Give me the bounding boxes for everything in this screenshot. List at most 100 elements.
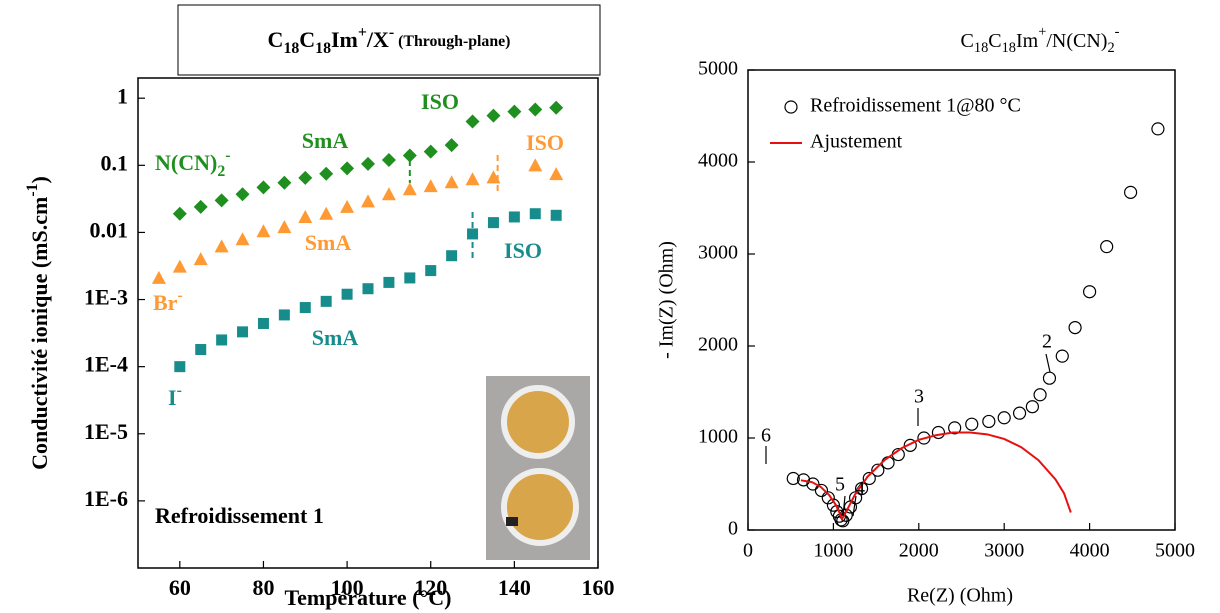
annotation-pointer	[852, 495, 857, 517]
data-point	[849, 491, 863, 505]
x-tick-label: 2000	[899, 540, 939, 562]
data-point	[277, 175, 292, 190]
data-point	[1025, 400, 1039, 414]
data-point	[528, 158, 543, 172]
data-point	[931, 425, 946, 440]
y-axis-label: - Im(Z) (Ohm)	[656, 241, 678, 359]
text-part: C	[961, 30, 974, 52]
data-point	[214, 193, 229, 208]
data-point	[381, 153, 396, 168]
photo-chip	[506, 517, 518, 526]
data-point	[237, 326, 249, 338]
data-point	[1042, 371, 1057, 385]
annotation: SmA	[305, 230, 352, 255]
x-tick-label: 120	[414, 575, 447, 600]
x-tick-label: 1000	[813, 540, 853, 562]
annotation: SmA	[312, 325, 359, 350]
annotation: 2	[1042, 331, 1052, 353]
x-tick-label: 160	[582, 575, 615, 600]
data-point	[965, 417, 979, 431]
data-point	[214, 239, 229, 253]
y-tick-label: 1E-3	[84, 285, 128, 310]
data-point	[402, 148, 417, 163]
text-part: )	[27, 176, 52, 183]
annotation-pointer	[1045, 353, 1051, 373]
data-point	[320, 295, 332, 307]
y-tick-label: 0.1	[101, 150, 129, 175]
data-point	[528, 102, 543, 117]
text-part: 18	[1002, 40, 1016, 56]
data-point	[172, 206, 187, 221]
data-point	[235, 187, 250, 202]
x-tick-label: 80	[252, 575, 274, 600]
series-label: I-	[168, 382, 182, 410]
data-point	[486, 108, 501, 123]
data-point	[1151, 122, 1165, 136]
data-point	[423, 179, 438, 193]
data-point	[235, 232, 250, 246]
data-point	[982, 414, 996, 429]
data-point	[425, 265, 437, 277]
data-point	[402, 182, 417, 196]
x-tick-label: 140	[498, 575, 531, 600]
x-tick-label: 100	[331, 575, 364, 600]
data-point	[917, 431, 931, 445]
y-tick-label: 0	[728, 518, 738, 540]
text-part: 18	[283, 40, 299, 57]
x-tick-label: 4000	[1070, 540, 1110, 562]
text-part: +	[1038, 24, 1046, 40]
x-axis-label: Re(Z) (Ohm)	[907, 585, 1013, 607]
x-tick-label: 3000	[984, 540, 1024, 562]
legend-label: Refroidissement 1@80 °C	[810, 95, 1021, 117]
text-part: 18	[974, 40, 988, 56]
data-point	[193, 199, 208, 214]
data-point	[1033, 388, 1047, 402]
x-axis-label: Température (°C)	[284, 585, 451, 610]
fit-line	[800, 431, 1072, 522]
text-part: -	[177, 287, 182, 304]
data-point	[195, 344, 207, 356]
data-point	[465, 172, 480, 186]
series-label: Br-	[153, 287, 183, 315]
y-tick-label: 1E-5	[84, 419, 128, 444]
data-point	[465, 114, 480, 129]
data-point	[862, 471, 876, 486]
data-point	[529, 208, 541, 220]
annotation: Refroidissement 1	[155, 503, 324, 528]
legend-label: Ajustement	[810, 131, 903, 153]
text-part: Im	[331, 27, 358, 52]
chart-title: C18C18Im+/X- (Through-plane)	[268, 24, 511, 57]
annotation: ISO	[504, 238, 542, 263]
y-tick-label: 1E-6	[84, 486, 128, 511]
y-tick-label: 1000	[698, 426, 738, 448]
text-part: C	[268, 27, 284, 52]
data-point	[487, 217, 499, 229]
data-point	[786, 471, 800, 486]
data-point	[549, 100, 564, 115]
data-point	[814, 483, 829, 498]
data-point	[423, 144, 438, 159]
left-chart: C18C18Im+/X- (Through-plane)Conductivité…	[24, 4, 615, 610]
data-point	[871, 463, 885, 477]
y-tick-label: 1	[117, 83, 128, 108]
data-point	[1082, 285, 1097, 299]
y-tick-label: 0.01	[90, 217, 129, 242]
text-part: Im	[1016, 30, 1039, 52]
photo-disc	[501, 468, 579, 546]
data-point	[256, 224, 271, 238]
annotation: SmA	[302, 128, 349, 153]
data-point	[903, 438, 917, 452]
data-point	[172, 259, 187, 273]
y-tick-label: 2000	[698, 334, 738, 356]
data-point	[467, 228, 479, 240]
x-tick-label: 5000	[1155, 540, 1195, 562]
y-tick-label: 3000	[698, 242, 738, 264]
annotation-pointer	[842, 495, 846, 517]
data-point	[948, 421, 962, 435]
data-point	[340, 161, 355, 176]
data-point	[151, 270, 166, 284]
data-point	[298, 209, 313, 223]
data-point	[383, 276, 395, 288]
text-part: I	[168, 385, 177, 410]
data-point	[854, 482, 869, 496]
